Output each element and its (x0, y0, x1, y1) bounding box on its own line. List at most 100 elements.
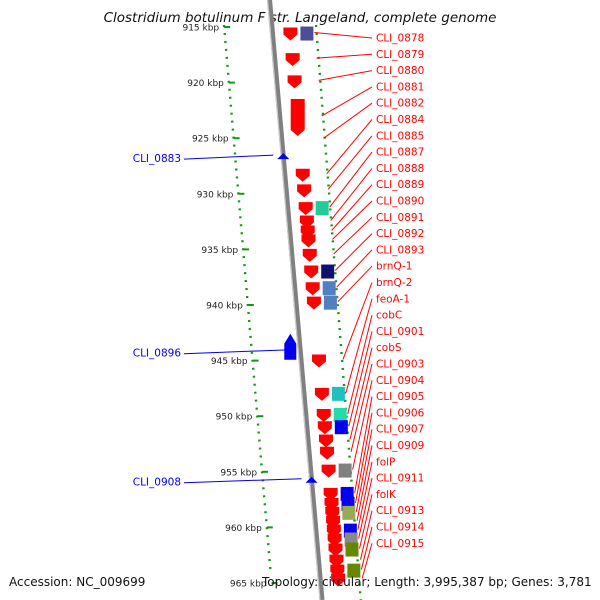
forward-gene-leader (354, 396, 373, 494)
forward-gene-arrow (299, 215, 314, 229)
forward-gene-arrow (328, 543, 343, 557)
reverse-gene-label: CLI_0896 (133, 348, 182, 360)
forward-gene-label: CLI_0887 (376, 147, 424, 159)
forward-gene-leader (361, 543, 373, 579)
ruler-tick-label: 960 kbp (225, 524, 262, 534)
forward-gene-label: CLI_0888 (376, 163, 424, 175)
forward-gene-label: cobS (376, 342, 402, 354)
forward-gene-label: CLI_0909 (376, 440, 424, 452)
ruler-tick-label: 955 kbp (220, 468, 257, 478)
ruler-tick-label: 915 kbp (182, 24, 219, 34)
forward-gene-leader (352, 380, 373, 470)
forward-gene-leader (331, 184, 373, 231)
ruler-tick-label: 925 kbp (192, 135, 229, 145)
forward-gene-leader (355, 429, 373, 512)
forward-gene-label: CLI_0905 (376, 391, 424, 403)
forward-gene-label: CLI_0881 (376, 81, 424, 93)
forward-gene-label: CLI_0906 (376, 407, 425, 419)
reverse-gene-arrow (305, 476, 318, 483)
reverse-strand-genes: CLI_0883 CLI_0896 CLI_0908 (133, 153, 318, 489)
forward-gene-arrow (287, 75, 302, 89)
accession-label: Accession: NC_009699 (9, 575, 146, 589)
gene-domain-box (338, 463, 352, 478)
gene-domain-box (342, 505, 356, 520)
forward-gene-arrow (327, 533, 342, 547)
left-guide (222, 24, 272, 571)
forward-gene-leader (359, 494, 373, 549)
gene-domain-box (300, 26, 314, 41)
forward-gene-leader (349, 347, 373, 440)
forward-gene-label: CLI_0893 (376, 244, 424, 256)
forward-gene-arrow (329, 554, 344, 568)
forward-gene-arrow (306, 296, 321, 310)
forward-gene-label: CLI_0889 (376, 179, 424, 191)
map-title: Clostridium botulinum F str. Langeland, … (103, 10, 497, 26)
forward-gene-leader (323, 102, 373, 139)
forward-gene-leader (327, 135, 373, 190)
reverse-gene-leader (183, 349, 291, 355)
gene-domain-box (347, 563, 361, 578)
forward-gene-label: CLI_0915 (376, 538, 424, 550)
forward-gene-leader (336, 249, 373, 288)
ruler-tick-label: 950 kbp (216, 413, 253, 423)
topology-label: Topology: circular; Length: 3,995,387 bp… (262, 575, 592, 589)
forward-gene-arrow (304, 265, 319, 279)
forward-gene-leader (342, 282, 373, 360)
forward-gene-leader (329, 151, 373, 208)
forward-gene-leader (347, 314, 373, 415)
forward-gene-arrow (318, 434, 333, 448)
forward-gene-leader (358, 477, 373, 539)
gene-labels: CLI_0878 CLI_0879 CLI_0880 CLI_0881 CLI_0882… (314, 32, 425, 579)
forward-gene-leader (360, 526, 373, 570)
forward-gene-leader (316, 53, 373, 59)
forward-gene-arrow (305, 282, 320, 296)
forward-gene-leader (321, 86, 373, 117)
forward-gene-label: feoA-1 (376, 293, 410, 305)
gene-domain-box (333, 407, 347, 422)
gene-domain-box (321, 264, 335, 279)
forward-gene-leader (318, 70, 373, 81)
forward-strand-genes (283, 26, 361, 587)
forward-gene-label: CLI_0892 (376, 228, 424, 240)
forward-gene-leader (348, 331, 373, 427)
forward-gene-label: CLI_0904 (376, 375, 425, 387)
forward-gene-leader (359, 510, 373, 560)
forward-gene-label: folP (376, 456, 395, 468)
forward-gene-label: CLI_0903 (376, 359, 424, 371)
forward-gene-label: CLI_0914 (376, 522, 425, 534)
forward-gene-label: CLI_0907 (376, 424, 424, 436)
gene-domain-box (334, 420, 348, 435)
gene-domain-box (322, 281, 336, 296)
forward-gene-leader (314, 32, 373, 39)
ruler-tick-label: 945 kbp (211, 357, 248, 367)
forward-gene-label: brnQ-2 (376, 277, 412, 289)
forward-gene-leader (333, 216, 373, 255)
forward-gene-label: CLI_0901 (376, 326, 424, 338)
forward-gene-arrow (317, 421, 332, 435)
gene-domain-box (315, 201, 329, 216)
axis-line (267, 0, 325, 600)
ruler-tick-label: 935 kbp (201, 246, 238, 256)
ruler-tick-label: 965 kbp (230, 580, 267, 590)
kbp-ruler: 915 kbp 920 kbp 925 kbp 930 kbp 935 kbp 940 k… (182, 24, 278, 590)
forward-gene-label: CLI_0891 (376, 212, 424, 224)
forward-gene-leader (330, 168, 373, 221)
reverse-gene-arrow (277, 153, 290, 160)
forward-gene-arrow (302, 248, 317, 262)
forward-gene-label: CLI_0913 (376, 505, 424, 517)
forward-gene-label: CLI_0884 (376, 114, 425, 126)
forward-gene-label: folK (376, 489, 397, 501)
forward-gene-label: cobC (376, 310, 402, 322)
reverse-gene-label: CLI_0908 (133, 477, 181, 489)
forward-gene-arrow (323, 487, 338, 501)
forward-gene-arrow (321, 464, 336, 478)
forward-gene-label: CLI_0880 (376, 65, 424, 77)
forward-gene-arrow (314, 387, 329, 401)
forward-gene-leader (355, 412, 373, 504)
forward-gene-arrow (331, 573, 346, 587)
forward-gene-arrow (298, 202, 313, 216)
axis-highlight (266, 0, 321, 600)
genome-axis (266, 0, 325, 600)
forward-gene-label: CLI_0879 (376, 49, 424, 61)
